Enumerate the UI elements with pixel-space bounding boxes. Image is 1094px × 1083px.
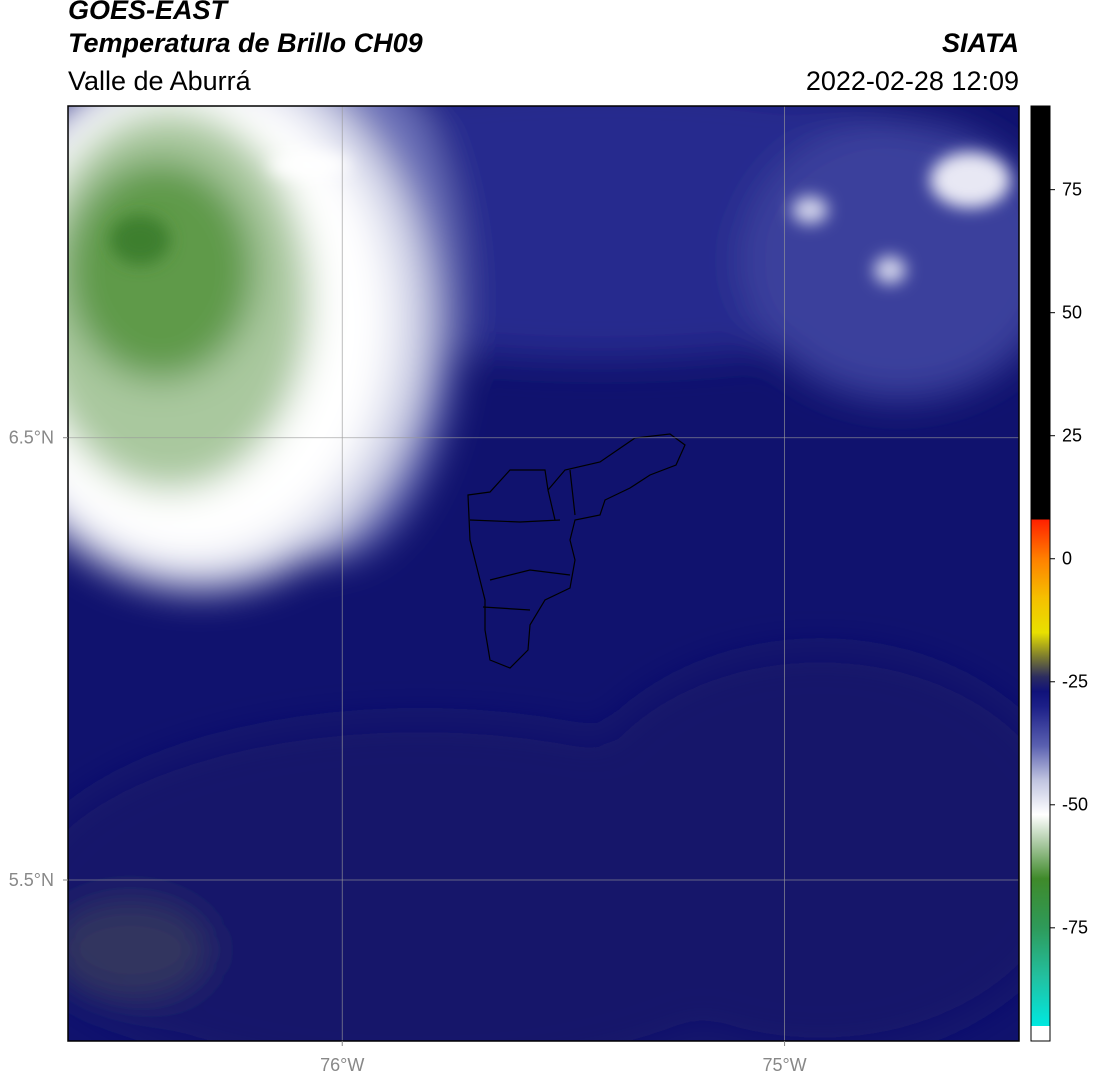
lat-tick-label: 6.5°N bbox=[9, 427, 54, 447]
colorbar-tick-label: 25 bbox=[1062, 425, 1082, 445]
region: Valle de Aburrá bbox=[68, 66, 252, 96]
lon-tick-label: 75°W bbox=[762, 1055, 806, 1075]
lat-tick-label: 5.5°N bbox=[9, 870, 54, 890]
colorbar-tick-label: -25 bbox=[1062, 672, 1088, 692]
timestamp: 2022-02-28 12:09 bbox=[806, 66, 1019, 96]
map-frame bbox=[67, 105, 1020, 1042]
colorbar-tick-label: 50 bbox=[1062, 302, 1082, 322]
temperature-field bbox=[68, 106, 1019, 1041]
satellite-title: GOES-EAST bbox=[68, 0, 230, 25]
colorbar-tick-label: 0 bbox=[1062, 548, 1072, 568]
agency: SIATA bbox=[942, 28, 1019, 58]
colorbar-tick-label: -50 bbox=[1062, 795, 1088, 815]
municipal-boundaries bbox=[467, 433, 686, 669]
product-title: Temperatura de Brillo CH09 bbox=[68, 28, 423, 58]
colorbar-tick-label: 75 bbox=[1062, 179, 1082, 199]
colorbar bbox=[1030, 105, 1051, 1042]
lon-tick-label: 76°W bbox=[320, 1055, 364, 1075]
colorbar-tick-label: -75 bbox=[1062, 918, 1088, 938]
